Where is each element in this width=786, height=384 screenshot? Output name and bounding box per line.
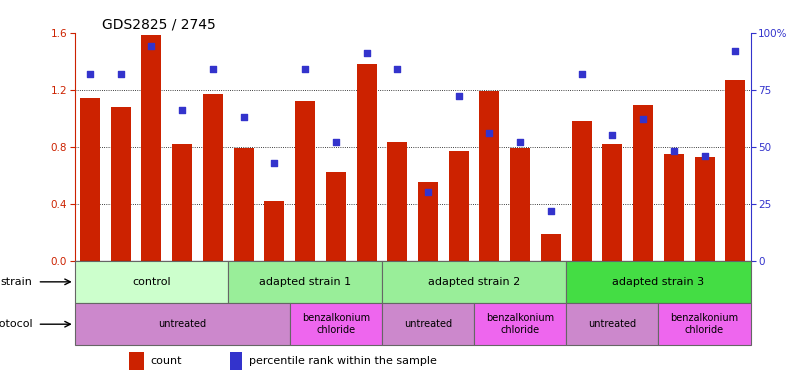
- Text: count: count: [150, 356, 182, 366]
- Bar: [695, 157, 714, 261]
- Point: [115, 71, 127, 77]
- Bar: [111, 107, 130, 261]
- Point: [514, 139, 527, 145]
- Point: [268, 159, 281, 166]
- Bar: [172, 144, 193, 261]
- Text: benzalkonium
chloride: benzalkonium chloride: [302, 313, 370, 335]
- Bar: [664, 154, 684, 261]
- Point: [176, 107, 189, 113]
- Point: [84, 71, 97, 77]
- Text: percentile rank within the sample: percentile rank within the sample: [249, 356, 437, 366]
- Bar: [566, 303, 659, 345]
- Point: [698, 153, 711, 159]
- Point: [145, 43, 158, 50]
- Point: [391, 66, 403, 72]
- Point: [575, 71, 588, 77]
- Bar: [203, 94, 223, 261]
- Bar: [75, 261, 228, 303]
- Point: [637, 116, 649, 122]
- Bar: [382, 303, 474, 345]
- Text: benzalkonium
chloride: benzalkonium chloride: [670, 313, 739, 335]
- Bar: [541, 233, 561, 261]
- Text: adapted strain 3: adapted strain 3: [612, 277, 704, 287]
- Bar: [725, 79, 745, 261]
- Bar: [387, 142, 407, 261]
- Bar: [418, 182, 438, 261]
- Point: [729, 48, 741, 54]
- Bar: [602, 144, 623, 261]
- Bar: [264, 201, 285, 261]
- Bar: [449, 151, 468, 261]
- Point: [299, 66, 311, 72]
- Text: strain: strain: [1, 277, 33, 287]
- Point: [483, 130, 496, 136]
- Text: untreated: untreated: [588, 319, 637, 329]
- Bar: [75, 303, 290, 345]
- Text: growth protocol: growth protocol: [0, 319, 33, 329]
- Text: control: control: [132, 277, 171, 287]
- Bar: [633, 105, 653, 261]
- Bar: [129, 352, 144, 370]
- Text: untreated: untreated: [404, 319, 452, 329]
- Text: GDS2825 / 2745: GDS2825 / 2745: [101, 18, 215, 31]
- Bar: [510, 148, 531, 261]
- Text: adapted strain 1: adapted strain 1: [259, 277, 351, 287]
- Text: untreated: untreated: [158, 319, 206, 329]
- Bar: [233, 148, 254, 261]
- Text: adapted strain 2: adapted strain 2: [428, 277, 520, 287]
- Text: benzalkonium
chloride: benzalkonium chloride: [486, 313, 554, 335]
- Bar: [228, 261, 382, 303]
- Bar: [230, 352, 242, 370]
- Bar: [382, 261, 566, 303]
- Point: [360, 50, 373, 56]
- Point: [606, 132, 619, 138]
- Bar: [479, 91, 499, 261]
- Point: [329, 139, 342, 145]
- Bar: [357, 64, 376, 261]
- Point: [422, 189, 435, 195]
- Bar: [659, 303, 751, 345]
- Bar: [141, 35, 161, 261]
- Point: [453, 93, 465, 99]
- Bar: [566, 261, 751, 303]
- Point: [237, 114, 250, 120]
- Point: [667, 148, 680, 154]
- Bar: [474, 303, 566, 345]
- Bar: [326, 172, 346, 261]
- Bar: [80, 98, 100, 261]
- Point: [207, 66, 219, 72]
- Bar: [571, 121, 592, 261]
- Bar: [290, 303, 382, 345]
- Bar: [295, 101, 315, 261]
- Point: [545, 207, 557, 214]
